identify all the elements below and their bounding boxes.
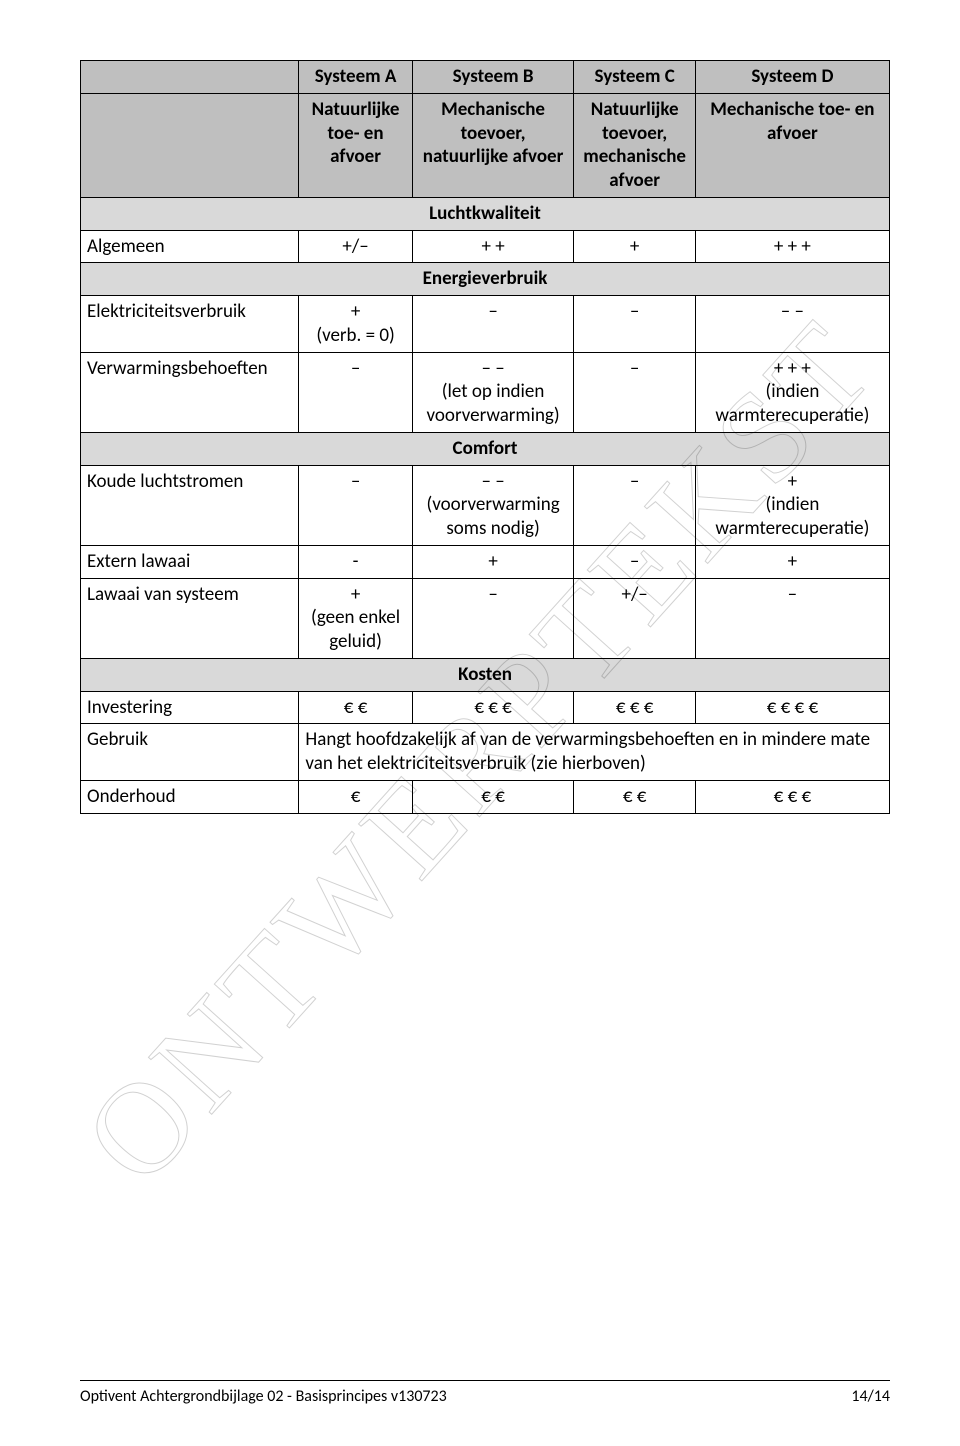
table-row: Investering€ €€ € €€ € €€ € € €	[81, 691, 890, 724]
cell-D: € € € €	[695, 691, 889, 724]
col-subheader-label	[81, 93, 299, 197]
cell-A: € €	[299, 691, 412, 724]
cell-C: +	[574, 230, 695, 263]
col-subheader-D: Mechanische toe- en afvoer	[695, 93, 889, 197]
cell-C: –	[574, 545, 695, 578]
cell-D: + + +(indien warmterecuperatie)	[695, 352, 889, 432]
cell-C: –	[574, 296, 695, 353]
row-label: Onderhoud	[81, 780, 299, 813]
col-subheader-C: Natuurlijke toevoer, mechanische afvoer	[574, 93, 695, 197]
row-label: Elektriciteitsverbruik	[81, 296, 299, 353]
section-title: Luchtkwaliteit	[81, 197, 890, 230]
col-subheader-A: Natuurlijke toe- en afvoer	[299, 93, 412, 197]
cell-C: +/–	[574, 578, 695, 658]
cell-A: –	[299, 465, 412, 545]
header-row-1: Systeem ASysteem BSysteem CSysteem D	[81, 61, 890, 94]
cell-C: € €	[574, 780, 695, 813]
cell-B: – –(let op indien voorverwarming)	[412, 352, 574, 432]
cell-A: +(verb. = 0)	[299, 296, 412, 353]
header-row-2: Natuurlijke toe- en afvoerMechanische to…	[81, 93, 890, 197]
cell-A: €	[299, 780, 412, 813]
page: ONTWERPTEKST Systeem ASysteem BSysteem C…	[0, 0, 960, 1446]
row-label: Koude luchtstromen	[81, 465, 299, 545]
cell-D: –	[695, 578, 889, 658]
section-title: Comfort	[81, 432, 890, 465]
comparison-table: Systeem ASysteem BSysteem CSysteem DNatu…	[80, 60, 890, 814]
cell-B: € €	[412, 780, 574, 813]
section-title: Kosten	[81, 658, 890, 691]
row-label: Gebruik	[81, 724, 299, 781]
col-header-C: Systeem C	[574, 61, 695, 94]
cell-A: +(geen enkel geluid)	[299, 578, 412, 658]
row-label: Algemeen	[81, 230, 299, 263]
cell-B: +	[412, 545, 574, 578]
row-label: Lawaai van systeem	[81, 578, 299, 658]
row-span-cell: Hangt hoofdzakelijk af van de verwarming…	[299, 724, 890, 781]
table-row: Lawaai van systeem+(geen enkel geluid)–+…	[81, 578, 890, 658]
table-row: Extern lawaai-+–+	[81, 545, 890, 578]
section-row: Comfort	[81, 432, 890, 465]
cell-D: € € €	[695, 780, 889, 813]
cell-C: –	[574, 465, 695, 545]
cell-D: – –	[695, 296, 889, 353]
cell-D: +	[695, 545, 889, 578]
section-title: Energieverbruik	[81, 263, 890, 296]
table-row: Onderhoud€€ €€ €€ € €	[81, 780, 890, 813]
cell-A: –	[299, 352, 412, 432]
col-header-label	[81, 61, 299, 94]
cell-B: – –(voorverwarming soms nodig)	[412, 465, 574, 545]
cell-B: –	[412, 578, 574, 658]
cell-B: + +	[412, 230, 574, 263]
table-row: Algemeen+/–+ +++ + +	[81, 230, 890, 263]
row-label: Extern lawaai	[81, 545, 299, 578]
section-row: Energieverbruik	[81, 263, 890, 296]
page-footer: Optivent Achtergrondbijlage 02 - Basispr…	[80, 1380, 890, 1406]
cell-C: –	[574, 352, 695, 432]
cell-B: –	[412, 296, 574, 353]
cell-A: -	[299, 545, 412, 578]
cell-D: +(indien warmterecuperatie)	[695, 465, 889, 545]
table-row: Verwarmingsbehoeften–– –(let op indien v…	[81, 352, 890, 432]
section-row: Luchtkwaliteit	[81, 197, 890, 230]
table-row: Elektriciteitsverbruik+(verb. = 0)––– –	[81, 296, 890, 353]
row-label: Verwarmingsbehoeften	[81, 352, 299, 432]
cell-B: € € €	[412, 691, 574, 724]
footer-doc-title: Optivent Achtergrondbijlage 02 - Basispr…	[80, 1387, 447, 1406]
table-row: Koude luchtstromen–– –(voorverwarming so…	[81, 465, 890, 545]
col-header-A: Systeem A	[299, 61, 412, 94]
table-row: GebruikHangt hoofdzakelijk af van de ver…	[81, 724, 890, 781]
footer-page-number: 14/14	[851, 1387, 890, 1406]
col-subheader-B: Mechanische toevoer, natuurlijke afvoer	[412, 93, 574, 197]
cell-C: € € €	[574, 691, 695, 724]
section-row: Kosten	[81, 658, 890, 691]
cell-A: +/–	[299, 230, 412, 263]
cell-D: + + +	[695, 230, 889, 263]
col-header-B: Systeem B	[412, 61, 574, 94]
row-label: Investering	[81, 691, 299, 724]
col-header-D: Systeem D	[695, 61, 889, 94]
